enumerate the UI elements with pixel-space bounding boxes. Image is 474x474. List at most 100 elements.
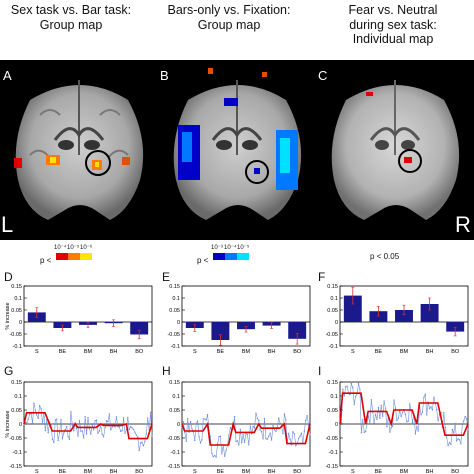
title-c-line1: Fear vs. Neutral	[348, 3, 438, 17]
raw-point	[77, 435, 79, 437]
raw-point	[400, 415, 402, 417]
bar-bm	[395, 310, 413, 322]
x-tick-label: S	[351, 469, 355, 474]
raw-point	[149, 411, 152, 414]
scale-a-tick-3: 10⁻⁶	[80, 245, 93, 251]
raw-point	[38, 405, 41, 407]
scale-b-tick-1: 10⁻³	[211, 245, 223, 251]
raw-point	[350, 382, 353, 385]
raw-point	[363, 431, 365, 434]
raw-point	[273, 429, 276, 431]
x-tick-label: BO	[451, 349, 460, 355]
raw-point	[389, 431, 391, 433]
raw-point	[362, 418, 364, 421]
raw-point	[269, 432, 271, 434]
y-tick-label: -0.15	[9, 464, 22, 470]
raw-point	[457, 438, 459, 440]
raw-point	[431, 409, 434, 411]
raw-point	[85, 433, 88, 435]
raw-point	[255, 412, 257, 414]
y-tick-label: -0.15	[167, 464, 180, 470]
raw-point	[111, 426, 113, 428]
raw-point	[223, 455, 226, 457]
raw-point	[135, 434, 138, 436]
scale-b-tick-3: 10⁻⁵	[237, 245, 250, 251]
raw-point	[184, 431, 186, 434]
raw-point	[465, 418, 468, 420]
raw-point	[241, 442, 243, 444]
raw-point	[379, 417, 381, 419]
raw-point	[259, 429, 261, 431]
raw-point	[250, 432, 253, 435]
raw-point	[81, 430, 84, 432]
raw-point	[262, 438, 264, 440]
model-timecourse	[339, 392, 469, 436]
x-tick-label: BH	[268, 469, 276, 474]
raw-point	[97, 432, 99, 434]
y-tick-label: -0.05	[9, 332, 22, 338]
brain-label-a: A	[3, 68, 12, 83]
raw-point	[215, 456, 217, 458]
raw-point	[239, 428, 242, 430]
raw-point	[31, 422, 34, 425]
raw-point	[114, 426, 116, 428]
x-tick-label: BH	[110, 469, 118, 474]
y-tick-label: 0.1	[330, 394, 338, 400]
x-tick-label: BO	[451, 469, 460, 474]
raw-point	[285, 419, 287, 421]
scale-b-tick-2: 10⁻⁴	[224, 245, 237, 251]
raw-point	[384, 408, 387, 410]
raw-point	[204, 418, 206, 420]
y-tick-label: -0.05	[167, 436, 180, 442]
raw-point	[461, 423, 464, 426]
raw-point	[408, 403, 411, 405]
raw-point	[366, 422, 368, 425]
y-tick-label: -0.1	[171, 450, 180, 456]
raw-point	[300, 432, 303, 434]
panel-letter-h: H	[162, 364, 171, 378]
bar-be	[211, 322, 230, 340]
raw-point	[246, 433, 249, 436]
raw-point	[443, 412, 445, 414]
raw-point	[353, 403, 355, 406]
raw-point	[228, 434, 230, 436]
raw-point	[41, 422, 44, 425]
raw-point	[381, 415, 384, 418]
y-tick-label: -0.1	[329, 344, 338, 350]
x-tick-label: BE	[375, 349, 383, 355]
panel-letter-e: E	[162, 270, 171, 284]
chart-g: 0.15 0.1 0.05 0 -0.05 -0.1 -0.15 % increase S BE B…	[5, 380, 153, 474]
raw-point	[115, 416, 118, 418]
x-tick-label: BH	[426, 349, 434, 355]
title-b-line2: Group map	[197, 17, 261, 32]
raw-point	[360, 432, 363, 434]
x-tick-label: BM	[400, 469, 409, 474]
brain-slice-a	[14, 80, 144, 220]
raw-point	[132, 428, 135, 431]
raw-point	[344, 386, 347, 388]
x-tick-label: BO	[293, 349, 302, 355]
x-tick-label: S	[193, 469, 197, 474]
raw-point	[121, 429, 123, 432]
x-tick-label: BE	[375, 469, 383, 474]
raw-point	[417, 430, 419, 432]
brain-slice-c	[331, 80, 460, 220]
raw-point	[256, 417, 259, 420]
raw-point	[195, 422, 197, 425]
bar-s	[343, 295, 362, 322]
y-tick-label: 0	[177, 422, 180, 428]
raw-point	[343, 395, 345, 397]
raw-point	[94, 420, 96, 422]
raw-point	[73, 430, 75, 432]
raw-point	[219, 435, 222, 438]
raw-point	[90, 433, 92, 435]
scale-a-bar-3	[80, 253, 92, 260]
y-tick-label: 0.15	[327, 380, 338, 386]
raw-point	[352, 386, 354, 389]
raw-point	[124, 432, 126, 434]
raw-point	[225, 449, 227, 452]
raw-point	[451, 428, 454, 431]
x-tick-label: BO	[135, 469, 144, 474]
raw-point	[270, 439, 273, 441]
y-axis-label: % increase	[5, 302, 11, 329]
